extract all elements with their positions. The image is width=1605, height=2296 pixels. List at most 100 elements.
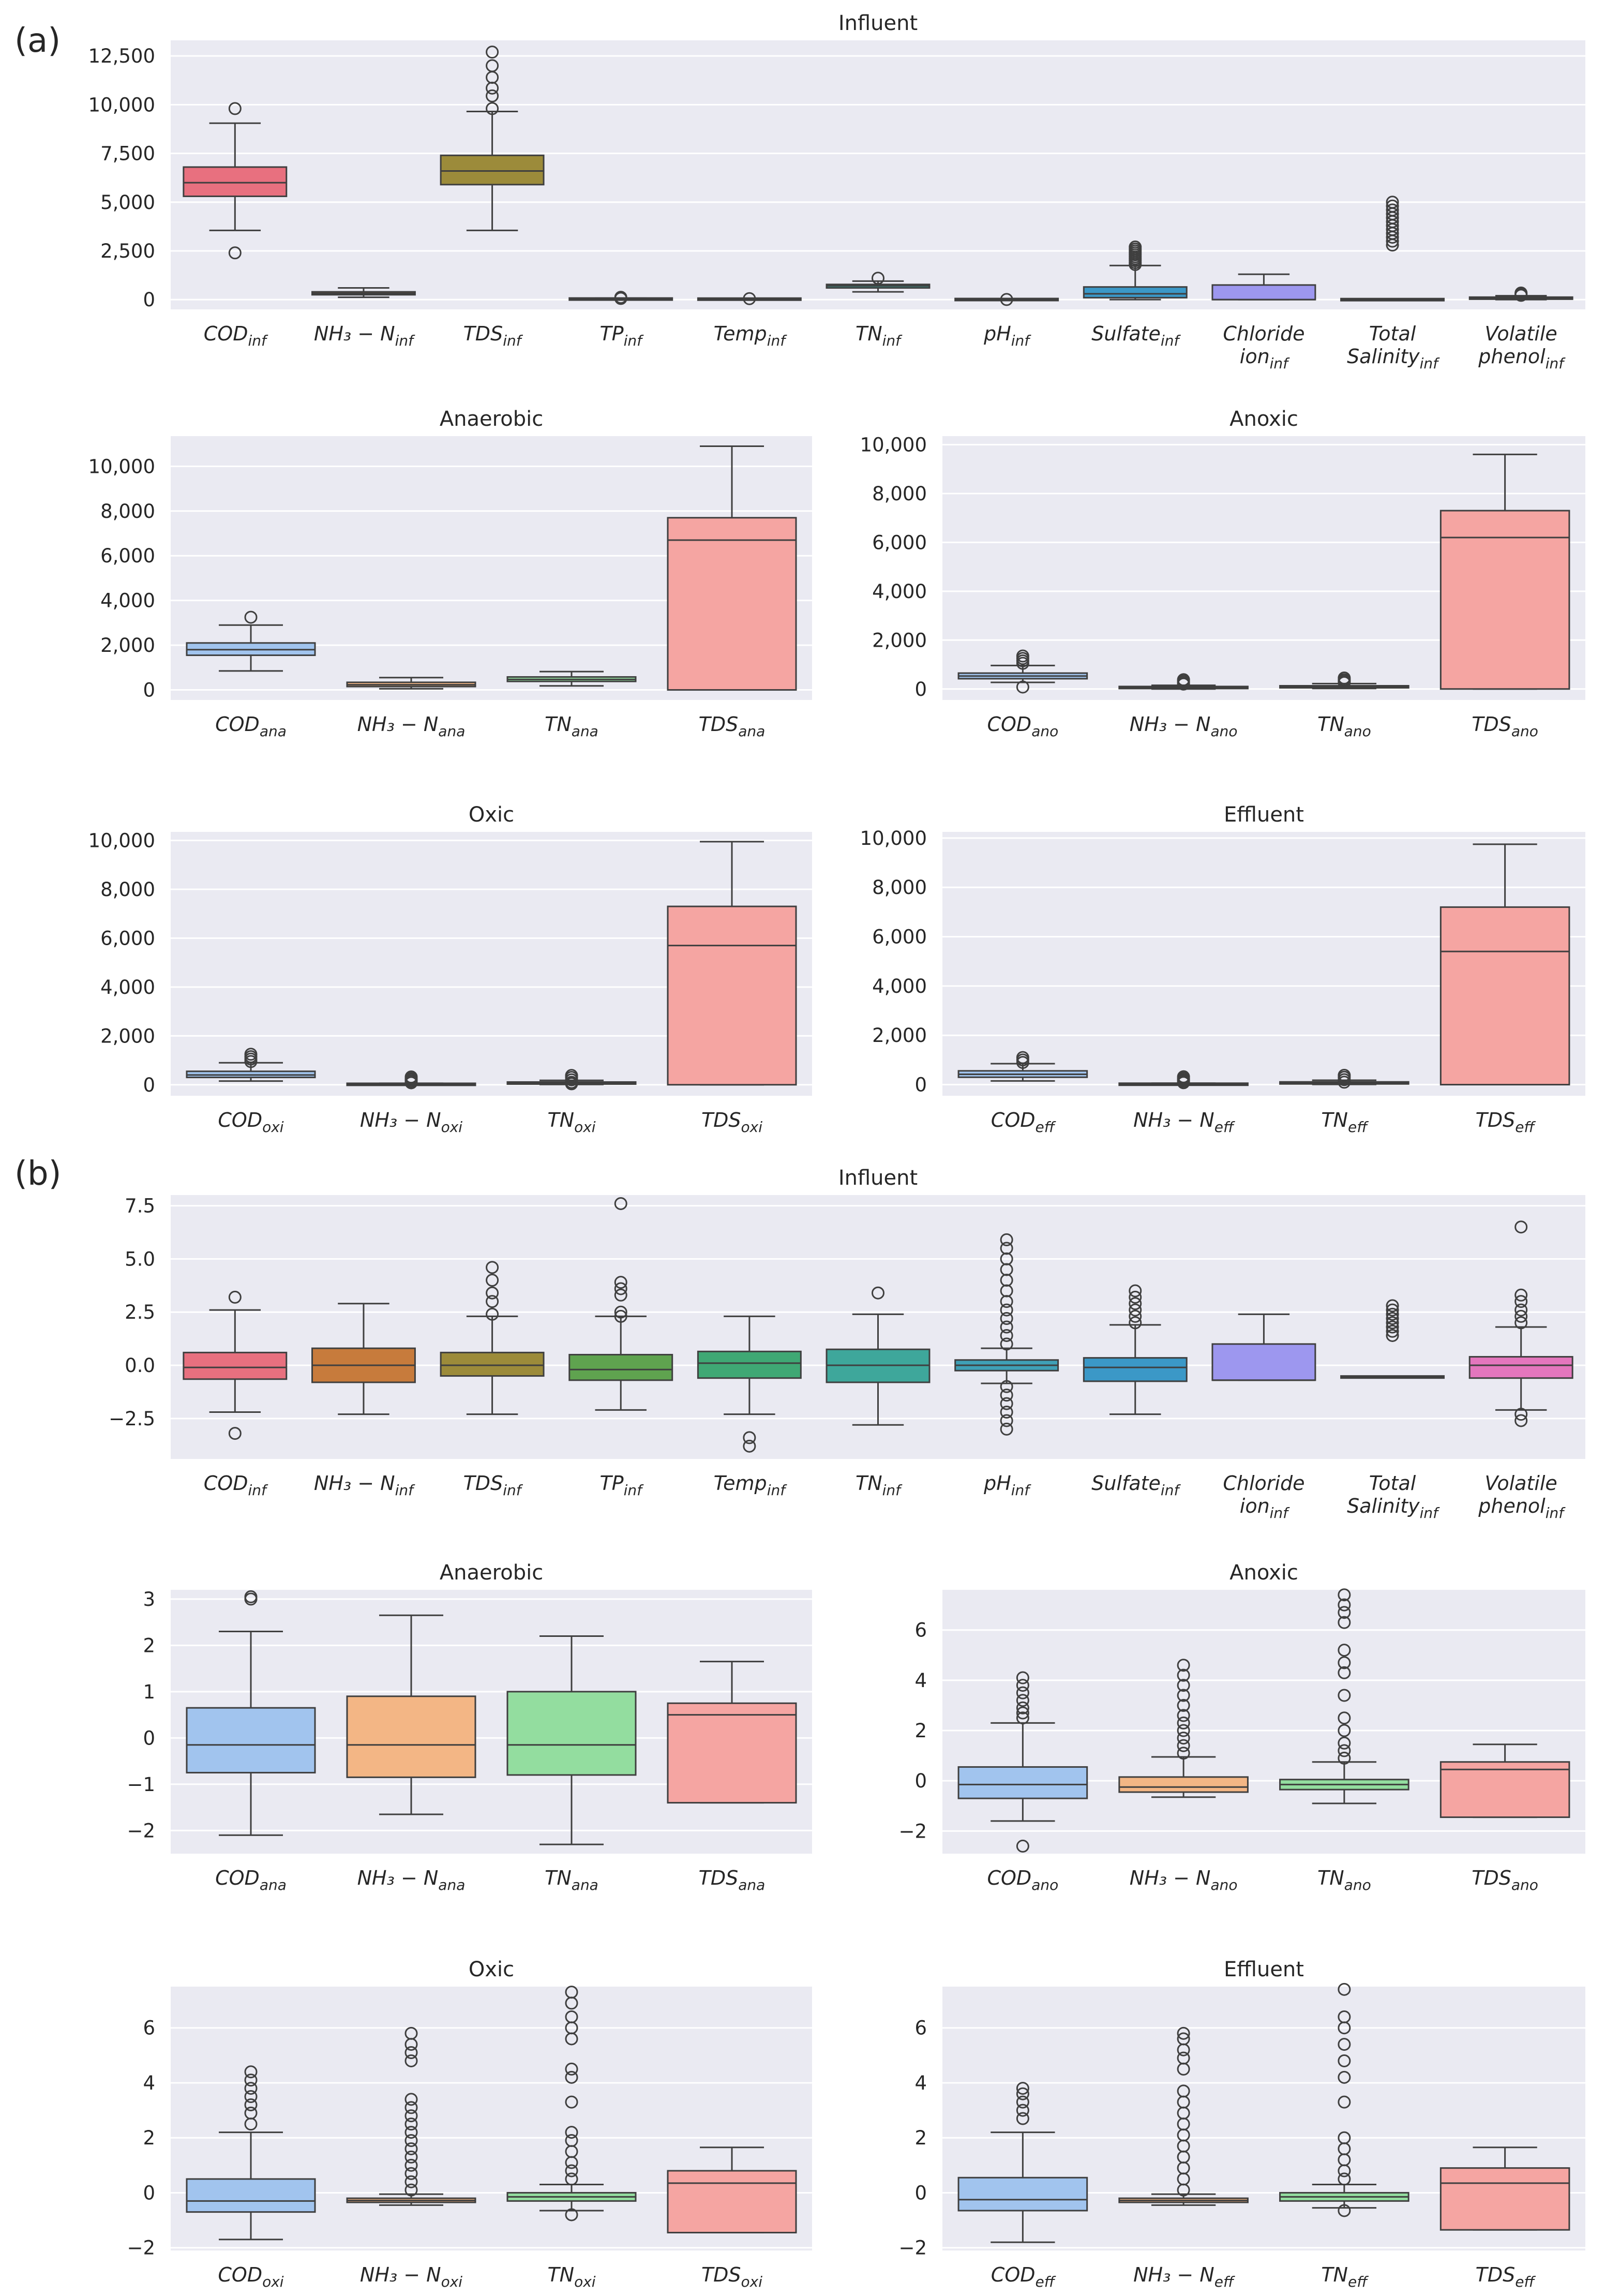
- x-tick-label: Salinityinf: [1347, 1495, 1440, 1522]
- outlier-point: [1016, 1711, 1029, 1725]
- box-iqr: [1468, 1356, 1573, 1379]
- outlier-point: [565, 2208, 578, 2222]
- chart-a-effluent: Effluent 0 2,000 4,000 6,000 8,000 10,000 CODef…: [860, 803, 1585, 1136]
- y-tick-label: 8,000: [100, 878, 155, 901]
- y-tick-label: 3: [143, 1588, 155, 1611]
- outlier-point: [1338, 1068, 1351, 1082]
- outlier-point: [1338, 1751, 1351, 1765]
- box-iqr: [440, 1351, 545, 1377]
- outlier-point: [1000, 1312, 1013, 1325]
- y-tick-label: 2,500: [100, 240, 155, 262]
- y-tick-label: 2: [914, 2127, 927, 2149]
- chart-b-influent: Influent −2.5 0.0 2.5 5.0 7.5 CODinf NH₃ − Ninf…: [109, 1166, 1585, 1522]
- outlier-point: [1016, 1701, 1029, 1714]
- y-tick-label: 6,000: [872, 926, 927, 948]
- outlier-point: [1338, 2070, 1351, 2084]
- x-tick-label: CODana: [215, 713, 287, 740]
- y-tick-label: 2: [914, 1720, 927, 1742]
- outlier-point: [244, 2065, 258, 2079]
- outlier-point: [1338, 1588, 1351, 1602]
- box-tp: TPinf: [568, 1197, 673, 1499]
- x-tick-label: CODano: [987, 713, 1058, 740]
- box-cod: CODano: [957, 649, 1088, 740]
- outlier-point: [1129, 1316, 1142, 1330]
- outlier-point: [1514, 286, 1528, 300]
- y-tick-label: 5.0: [125, 1248, 155, 1270]
- y-tick-label: 10,000: [860, 434, 927, 456]
- chart-title: Anaerobic: [440, 407, 543, 431]
- outlier-point: [404, 2118, 418, 2131]
- y-tick-label: 6: [914, 2017, 927, 2039]
- outlier-point: [1177, 2032, 1190, 2046]
- box-cod: CODeff: [957, 1051, 1088, 1136]
- box-iqr: [346, 1695, 476, 1778]
- outlier-point: [743, 1431, 756, 1444]
- box-iqr: [697, 1350, 802, 1379]
- x-tick-label: TDSana: [699, 713, 766, 740]
- outlier-point: [1000, 1414, 1013, 1427]
- outlier-point: [486, 89, 499, 102]
- box-cod: CODinf: [183, 1290, 288, 1499]
- box-nh-n: NH₃ − Ninf: [311, 1303, 416, 1499]
- outlier-point: [1129, 1303, 1142, 1317]
- outlier-point: [228, 1427, 242, 1440]
- panel-label-b: (b): [14, 1155, 62, 1193]
- outlier-point: [404, 2109, 418, 2123]
- box-nh-n: NH₃ − Neff: [1118, 2026, 1249, 2290]
- x-tick-label: Volatile: [1485, 322, 1557, 345]
- x-tick-label: phenolinf: [1478, 345, 1566, 372]
- x-tick-label: TDSana: [699, 1867, 766, 1894]
- box-nh-n: NH₃ − Noxi: [346, 1070, 476, 1136]
- outlier-point: [1386, 1312, 1399, 1325]
- x-tick-label: NH₃ − Noxi: [360, 2263, 462, 2290]
- outlier-point: [1338, 1711, 1351, 1725]
- box-tn: TNinf: [826, 272, 931, 349]
- outlier-point: [1000, 1422, 1013, 1436]
- outlier-point: [1514, 1414, 1528, 1427]
- box-tn: TNano: [1279, 672, 1409, 740]
- outlier-point: [486, 1307, 499, 1321]
- x-tick-label: phenolinf: [1478, 1495, 1566, 1522]
- x-tick-label: CODoxi: [218, 2263, 283, 2290]
- box-iqr: [1439, 510, 1570, 690]
- outlier-point: [1016, 2112, 1029, 2125]
- x-tick-label: Sulfateinf: [1091, 322, 1181, 349]
- outlier-point: [1338, 1666, 1351, 1679]
- outlier-point: [1016, 1679, 1029, 1692]
- x-tick-label: NH₃ − Nano: [1130, 1867, 1238, 1894]
- box-tn: TNana: [506, 1635, 637, 1894]
- y-tick-label: 6,000: [872, 531, 927, 554]
- box-tds: TDSano: [1439, 1743, 1570, 1894]
- outlier-point: [1000, 1337, 1013, 1351]
- box-iqr: [667, 2170, 797, 2233]
- box-iqr: [1439, 906, 1570, 1086]
- outlier-point: [1386, 196, 1399, 209]
- box-cod: CODano: [957, 1671, 1088, 1894]
- box-cod: CODoxi: [186, 1048, 316, 1136]
- x-tick-label: CODano: [987, 1867, 1058, 1894]
- outlier-point: [565, 2070, 578, 2084]
- outlier-point: [1338, 672, 1351, 684]
- outlier-point: [244, 2098, 258, 2111]
- outlier-point: [614, 1197, 627, 1210]
- outlier-point: [1338, 1744, 1351, 1757]
- outlier-point: [565, 2095, 578, 2109]
- y-tick-label: 0: [914, 1770, 927, 1792]
- x-tick-label: pHinf: [983, 322, 1031, 349]
- x-tick-label: TNeff: [1321, 2263, 1369, 2290]
- chart-title: Oxic: [469, 803, 514, 827]
- outlier-point: [1000, 1233, 1013, 1246]
- y-tick-label: 0: [143, 679, 155, 702]
- y-tick-label: 2,000: [872, 1024, 927, 1047]
- outlier-point: [1514, 1303, 1528, 1317]
- outlier-point: [1016, 1706, 1029, 1720]
- outlier-point: [1386, 1303, 1399, 1317]
- outlier-point: [1016, 1686, 1029, 1699]
- outlier-point: [1129, 1290, 1142, 1304]
- outlier-point: [1000, 1329, 1013, 1342]
- outlier-point: [1000, 1303, 1013, 1317]
- outlier-point: [1129, 240, 1142, 254]
- box-iqr: [1083, 1357, 1188, 1382]
- x-tick-label: CODeff: [991, 2263, 1056, 2290]
